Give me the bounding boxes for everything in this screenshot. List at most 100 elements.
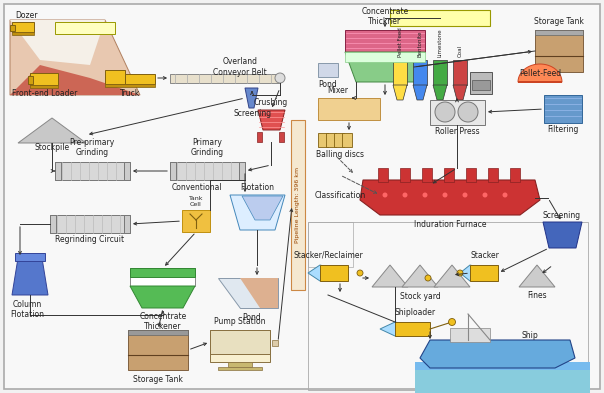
Text: Storage Tank: Storage Tank bbox=[534, 17, 584, 26]
Polygon shape bbox=[10, 20, 105, 65]
Bar bbox=[395, 322, 430, 336]
Bar bbox=[535, 30, 583, 72]
Circle shape bbox=[483, 193, 487, 198]
Text: Screening: Screening bbox=[543, 211, 581, 220]
Bar bbox=[318, 133, 328, 147]
Text: Primary
Grinding: Primary Grinding bbox=[190, 138, 223, 157]
Bar bbox=[470, 265, 498, 281]
Bar bbox=[239, 162, 245, 180]
Polygon shape bbox=[230, 195, 285, 230]
Bar bbox=[535, 30, 583, 35]
Text: Induration Furnace: Induration Furnace bbox=[414, 220, 486, 229]
Circle shape bbox=[423, 193, 428, 198]
Circle shape bbox=[463, 193, 467, 198]
Bar bbox=[15, 253, 45, 261]
Polygon shape bbox=[415, 362, 590, 393]
Bar bbox=[130, 268, 195, 286]
Polygon shape bbox=[433, 60, 447, 85]
Bar bbox=[170, 74, 280, 83]
Bar bbox=[124, 215, 130, 233]
Bar bbox=[12, 32, 34, 35]
Bar bbox=[10, 25, 15, 31]
Bar bbox=[55, 22, 115, 34]
Polygon shape bbox=[258, 110, 285, 130]
Polygon shape bbox=[393, 60, 407, 85]
Text: Filtering: Filtering bbox=[547, 125, 579, 134]
Bar bbox=[55, 162, 61, 180]
Polygon shape bbox=[380, 322, 430, 336]
Bar bbox=[128, 330, 188, 370]
Bar bbox=[318, 63, 338, 77]
Bar bbox=[30, 85, 58, 88]
Bar bbox=[105, 70, 125, 84]
Bar bbox=[170, 162, 176, 180]
Bar bbox=[326, 133, 336, 147]
Bar bbox=[218, 367, 262, 370]
Text: Stock yard: Stock yard bbox=[400, 292, 440, 301]
Text: Tank
Cell: Tank Cell bbox=[188, 196, 204, 207]
Text: Crushing: Crushing bbox=[254, 98, 288, 107]
Bar bbox=[342, 133, 352, 147]
Bar bbox=[488, 168, 498, 182]
Polygon shape bbox=[420, 340, 575, 368]
Text: Storage Tank: Storage Tank bbox=[133, 375, 183, 384]
Text: Fines: Fines bbox=[527, 291, 547, 300]
Polygon shape bbox=[413, 85, 427, 100]
Polygon shape bbox=[543, 222, 582, 248]
Text: Pellet-Feed: Pellet-Feed bbox=[519, 69, 561, 78]
Polygon shape bbox=[413, 60, 427, 85]
Bar bbox=[50, 215, 56, 233]
Text: Pre-primary
Grinding: Pre-primary Grinding bbox=[69, 138, 115, 157]
Circle shape bbox=[458, 102, 478, 122]
Text: Stacker: Stacker bbox=[471, 251, 500, 260]
Polygon shape bbox=[372, 265, 408, 287]
Polygon shape bbox=[460, 265, 498, 281]
Bar bbox=[510, 168, 520, 182]
Polygon shape bbox=[433, 85, 447, 100]
Text: Pellet Feed: Pellet Feed bbox=[397, 27, 402, 57]
Text: Flotation: Flotation bbox=[240, 183, 274, 192]
Text: Ship: Ship bbox=[522, 332, 538, 340]
Bar bbox=[466, 168, 476, 182]
Text: Pond: Pond bbox=[319, 80, 338, 89]
Polygon shape bbox=[245, 88, 258, 108]
Text: Concentrate
Thickener: Concentrate Thickener bbox=[140, 312, 187, 331]
Text: Concentrate
Thickner: Concentrate Thickner bbox=[361, 7, 409, 26]
Text: Conventional: Conventional bbox=[172, 183, 222, 192]
Bar bbox=[378, 168, 388, 182]
Bar bbox=[444, 168, 454, 182]
Circle shape bbox=[449, 318, 455, 325]
Bar bbox=[170, 162, 245, 180]
Bar bbox=[210, 330, 270, 354]
Text: Bentonite: Bentonite bbox=[417, 31, 423, 57]
Circle shape bbox=[382, 193, 388, 198]
Bar bbox=[390, 10, 490, 26]
Polygon shape bbox=[10, 20, 140, 95]
Polygon shape bbox=[308, 265, 348, 281]
Bar bbox=[430, 100, 485, 125]
Bar bbox=[345, 30, 425, 52]
Text: Pipeline Length: 396 km: Pipeline Length: 396 km bbox=[295, 167, 301, 243]
Bar bbox=[130, 268, 195, 277]
Polygon shape bbox=[345, 52, 425, 82]
Text: Balling discs: Balling discs bbox=[316, 150, 364, 159]
Bar bbox=[320, 265, 348, 281]
Bar bbox=[12, 22, 34, 32]
Polygon shape bbox=[240, 278, 278, 308]
Bar bbox=[125, 74, 155, 84]
Text: Screening: Screening bbox=[234, 108, 272, 118]
Bar bbox=[308, 222, 353, 267]
Bar bbox=[279, 132, 284, 142]
Polygon shape bbox=[130, 286, 195, 308]
Text: Classification: Classification bbox=[314, 191, 365, 200]
Polygon shape bbox=[402, 265, 438, 287]
Polygon shape bbox=[242, 196, 283, 220]
Bar bbox=[544, 95, 582, 123]
Bar bbox=[182, 210, 210, 232]
Polygon shape bbox=[453, 85, 467, 100]
Bar bbox=[128, 330, 188, 335]
Text: Roller Press: Roller Press bbox=[435, 127, 480, 136]
Text: Regrinding Circuit: Regrinding Circuit bbox=[56, 235, 124, 244]
Polygon shape bbox=[519, 265, 555, 287]
Bar bbox=[472, 80, 490, 90]
